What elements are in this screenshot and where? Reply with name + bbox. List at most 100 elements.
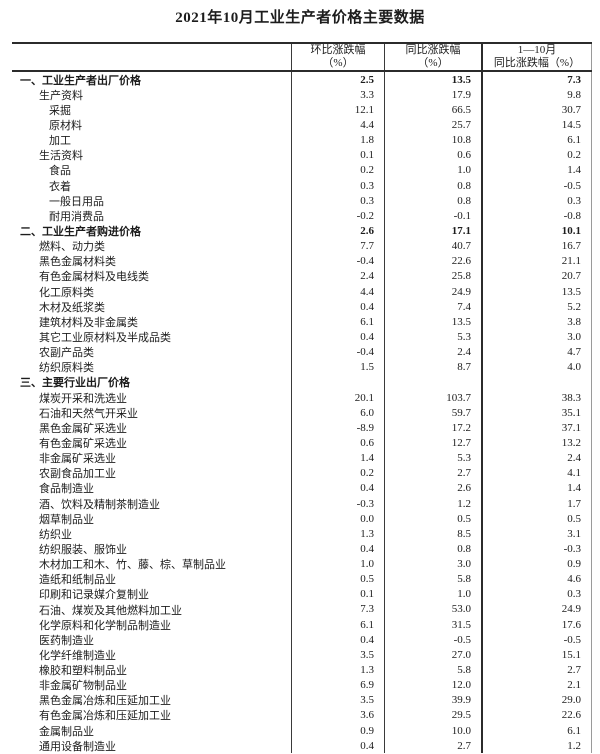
ytd-value: 2.4 xyxy=(483,450,592,466)
yoy-value: 8.5 xyxy=(385,526,483,542)
mom-value: 0.6 xyxy=(292,435,385,451)
mom-value: 7.3 xyxy=(292,601,385,618)
mom-value: 1.8 xyxy=(292,132,385,148)
yoy-value: 31.5 xyxy=(385,617,483,633)
ytd-value: 30.7 xyxy=(483,102,592,118)
yoy-value: 2.7 xyxy=(385,738,483,754)
row-label: 有色金属矿采选业 xyxy=(12,435,292,451)
row-label: 医药制造业 xyxy=(12,632,292,648)
ytd-value: 10.1 xyxy=(483,223,592,239)
table-row: 非金属矿采选业 1.4 5.3 2.4 xyxy=(12,450,592,466)
table-row: 木材及纸浆类 0.4 7.4 5.2 xyxy=(12,299,592,315)
row-label: 烟草制品业 xyxy=(12,511,292,527)
row-label: 采掘 xyxy=(12,102,292,118)
row-label: 农副食品加工业 xyxy=(12,465,292,481)
row-label: 木材加工和木、竹、藤、棕、草制品业 xyxy=(12,556,292,572)
mom-value: 0.2 xyxy=(292,162,385,178)
table-row: 加工 1.8 10.8 6.1 xyxy=(12,132,592,148)
ytd-value: 21.1 xyxy=(483,253,592,269)
mom-value: -0.4 xyxy=(292,344,385,360)
row-label: 造纸和纸制品业 xyxy=(12,571,292,587)
mom-value: 6.9 xyxy=(292,677,385,693)
table-row: 石油和天然气开采业 6.0 59.7 35.1 xyxy=(12,405,592,421)
mom-value: -0.3 xyxy=(292,495,385,512)
mom-value: 1.0 xyxy=(292,556,385,572)
yoy-value: 0.8 xyxy=(385,193,483,209)
yoy-value: 24.9 xyxy=(385,283,483,300)
mom-value: 3.5 xyxy=(292,647,385,663)
mom-value: 0.1 xyxy=(292,586,385,602)
yoy-value: 1.2 xyxy=(385,495,483,512)
yoy-value: 40.7 xyxy=(385,238,483,254)
yoy-value: 25.7 xyxy=(385,117,483,133)
ytd-value: -0.3 xyxy=(483,541,592,557)
yoy-value: 39.9 xyxy=(385,692,483,708)
ytd-value: -0.5 xyxy=(483,177,592,194)
table-row: 原材料 4.4 25.7 14.5 xyxy=(12,117,592,133)
row-label: 酒、饮料及精制茶制造业 xyxy=(12,495,292,512)
ytd-value: 0.3 xyxy=(483,193,592,209)
yoy-value: 5.8 xyxy=(385,662,483,678)
ytd-value: 17.6 xyxy=(483,617,592,633)
table-row: 二、工业生产者购进价格 2.6 17.1 10.1 xyxy=(12,223,592,239)
mom-value xyxy=(292,374,385,390)
price-table: 环比涨跌幅 （%） 同比涨跌幅 （%） 1—10月 同比涨跌幅（%） 一、工业生… xyxy=(12,42,592,754)
yoy-value: 8.7 xyxy=(385,359,483,375)
table-row: 橡胶和塑料制品业 1.3 5.8 2.7 xyxy=(12,662,592,678)
table-header-row: 环比涨跌幅 （%） 同比涨跌幅 （%） 1—10月 同比涨跌幅（%） xyxy=(12,42,592,72)
table-row: 金属制品业 0.9 10.0 6.1 xyxy=(12,723,592,739)
row-label: 原材料 xyxy=(12,117,292,133)
yoy-value: 2.7 xyxy=(385,465,483,481)
mom-value: -0.2 xyxy=(292,208,385,224)
table-row: 生活资料 0.1 0.6 0.2 xyxy=(12,147,592,163)
yoy-value: 13.5 xyxy=(385,314,483,330)
table-row: 生产资料 3.3 17.9 9.8 xyxy=(12,87,592,103)
ytd-value: 4.1 xyxy=(483,465,592,481)
row-label: 食品 xyxy=(12,162,292,178)
table-row: 化学纤维制造业 3.5 27.0 15.1 xyxy=(12,647,592,663)
yoy-value: 59.7 xyxy=(385,405,483,421)
row-label: 非金属矿物制品业 xyxy=(12,677,292,693)
ytd-value xyxy=(483,374,592,390)
ytd-value: 14.5 xyxy=(483,117,592,133)
table-row: 造纸和纸制品业 0.5 5.8 4.6 xyxy=(12,571,592,587)
yoy-value: 0.8 xyxy=(385,541,483,557)
page-title: 2021年10月工业生产者价格主要数据 xyxy=(175,10,425,26)
mom-value: 0.4 xyxy=(292,738,385,754)
ytd-value: 16.7 xyxy=(483,238,592,254)
yoy-value: 17.1 xyxy=(385,223,483,239)
ytd-value: 1.4 xyxy=(483,480,592,496)
ytd-value: -0.5 xyxy=(483,632,592,648)
row-label: 金属制品业 xyxy=(12,723,292,739)
row-label: 建筑材料及非金属类 xyxy=(12,314,292,330)
ytd-value: 1.4 xyxy=(483,162,592,178)
table-row: 非金属矿物制品业 6.9 12.0 2.1 xyxy=(12,677,592,693)
header-ytd-line1: 1—10月 xyxy=(517,44,557,56)
table-row: 煤炭开采和洗选业 20.1 103.7 38.3 xyxy=(12,389,592,406)
yoy-value: 103.7 xyxy=(385,389,483,406)
header-ytd-column: 1—10月 同比涨跌幅（%） xyxy=(483,44,592,70)
ytd-value: -0.8 xyxy=(483,208,592,224)
mom-value: 2.5 xyxy=(292,72,385,88)
mom-value: 0.4 xyxy=(292,299,385,315)
row-label: 一、工业生产者出厂价格 xyxy=(12,72,292,88)
table-row: 农副产品类 -0.4 2.4 4.7 xyxy=(12,344,592,360)
mom-value: 1.5 xyxy=(292,359,385,375)
yoy-value: 0.6 xyxy=(385,147,483,163)
header-mom-line1: 环比涨跌幅 xyxy=(310,44,366,56)
table-row: 有色金属矿采选业 0.6 12.7 13.2 xyxy=(12,435,592,451)
row-label: 橡胶和塑料制品业 xyxy=(12,662,292,678)
table-row: 木材加工和木、竹、藤、棕、草制品业 1.0 3.0 0.9 xyxy=(12,556,592,572)
ytd-value: 0.3 xyxy=(483,586,592,602)
mom-value: 0.4 xyxy=(292,541,385,557)
mom-value: 3.3 xyxy=(292,87,385,103)
yoy-value: 29.5 xyxy=(385,707,483,724)
ytd-value: 0.2 xyxy=(483,147,592,163)
ytd-value: 3.0 xyxy=(483,329,592,345)
row-label: 耐用消费品 xyxy=(12,208,292,224)
mom-value: 6.0 xyxy=(292,405,385,421)
row-label: 二、工业生产者购进价格 xyxy=(12,223,292,239)
ytd-value: 35.1 xyxy=(483,405,592,421)
mom-value: 2.4 xyxy=(292,268,385,284)
table-row: 农副食品加工业 0.2 2.7 4.1 xyxy=(12,465,592,481)
